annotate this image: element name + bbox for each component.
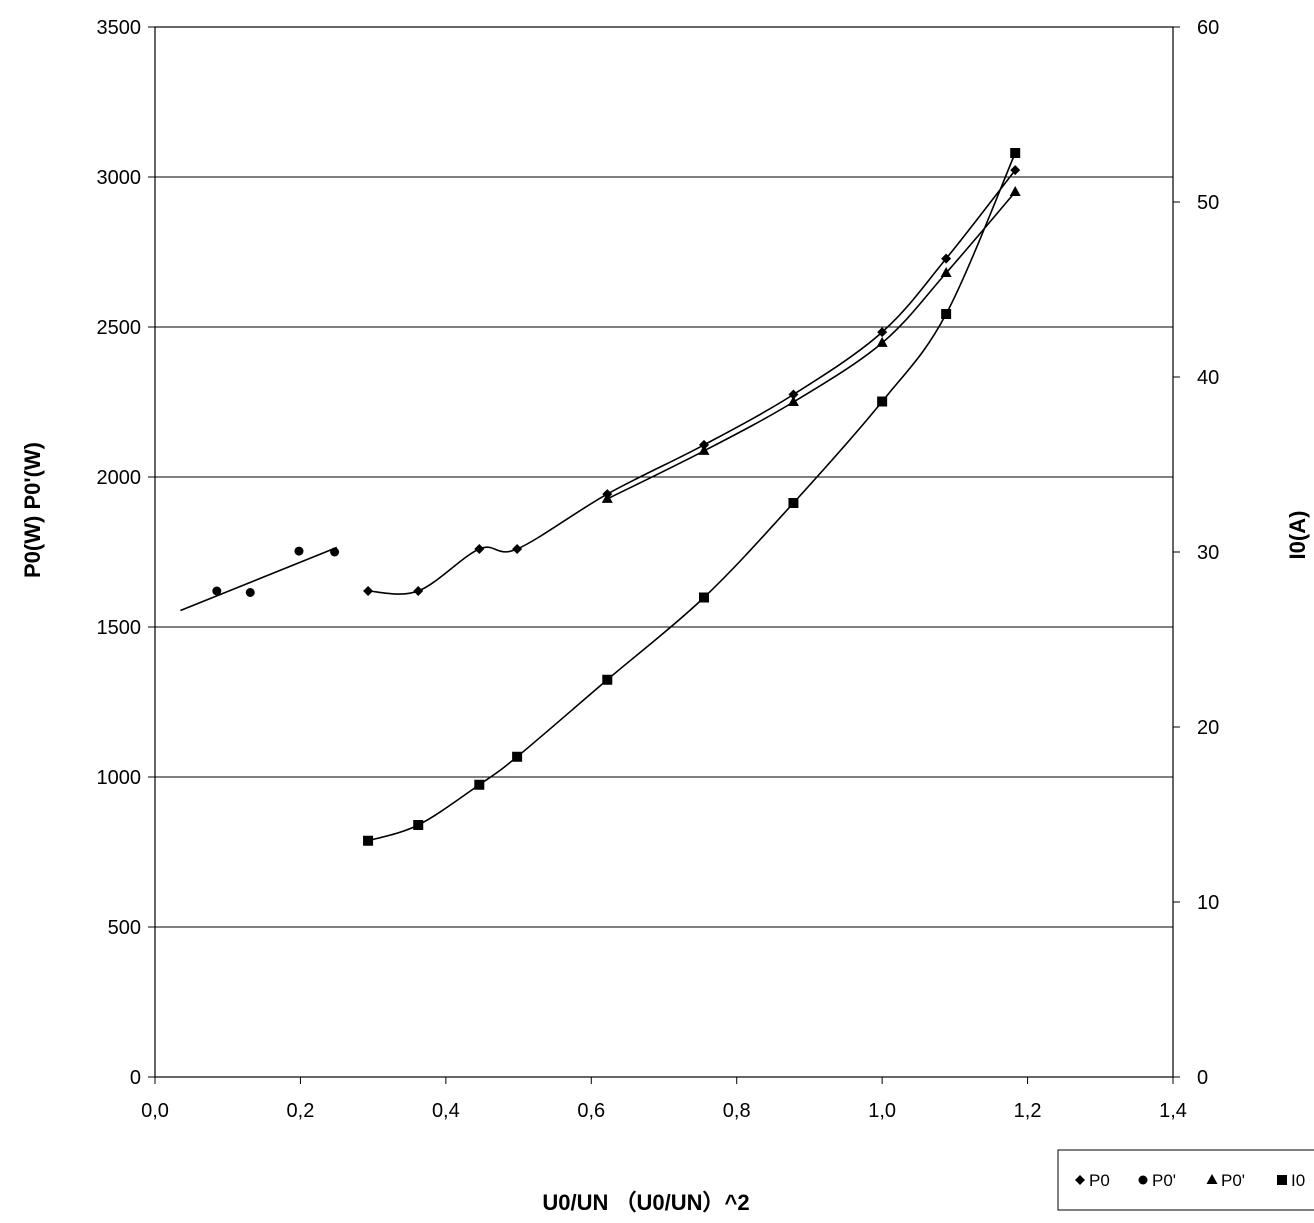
point-square (363, 835, 374, 846)
point-circle (212, 586, 222, 596)
point-diamond (877, 327, 888, 338)
x-tick-label: 0,0 (141, 1100, 169, 1122)
point-diamond (474, 544, 485, 554)
legend-marker-circle (1138, 1175, 1148, 1185)
tick-labels: 0 500 1000 1500 2000 2500 3000 3500 0 10 20 30 40 50 6… (97, 17, 1220, 1122)
y-tick-label: 1500 (97, 617, 142, 639)
point-diamond (1010, 165, 1021, 176)
legend-label: P0 (1089, 1171, 1110, 1190)
point-triangle (1009, 186, 1021, 196)
y-tick-label: 0 (130, 1067, 141, 1089)
y2-tick-label: 0 (1197, 1067, 1208, 1089)
legend-label: I0 (1291, 1171, 1305, 1190)
point-circle (245, 588, 255, 597)
point-square (602, 674, 613, 685)
point-square (698, 592, 709, 603)
y-tick-label: 1000 (97, 767, 142, 789)
point-triangle (698, 444, 710, 455)
y2-tick-label: 20 (1197, 717, 1219, 739)
legend: P0 P0' P0' I0 (1057, 1149, 1314, 1211)
point-triangle (940, 267, 952, 277)
x-tick-label: 0,8 (723, 1100, 751, 1122)
point-diamond (788, 389, 799, 400)
point-square (474, 779, 485, 790)
point-diamond (941, 253, 952, 264)
point-square (877, 396, 888, 407)
legend-marker-square (1277, 1175, 1287, 1185)
point-triangle (876, 336, 888, 347)
gridlines (155, 176, 1173, 928)
legend-marker-triangle (1206, 1174, 1218, 1184)
point-square (512, 751, 523, 762)
y2-tick-label: 60 (1197, 17, 1219, 39)
point-triangle (601, 492, 613, 503)
point-diamond (512, 544, 523, 554)
point-square (941, 309, 952, 319)
x-tick-label: 1,2 (1014, 1100, 1042, 1122)
point-square (413, 820, 424, 830)
point-square (1010, 148, 1021, 158)
point-circle (294, 546, 304, 556)
legend-marker-diamond (1075, 1175, 1085, 1185)
point-circle (330, 547, 340, 557)
y2-tick-label: 40 (1197, 367, 1219, 389)
y-tick-label: 2500 (97, 317, 142, 339)
y2-axis-title: I0(A) (1285, 511, 1310, 560)
legend-label: P0' (1221, 1171, 1245, 1190)
legend-box (1057, 1149, 1314, 1211)
point-square (788, 498, 799, 508)
x-tick-label: 1,4 (1159, 1100, 1187, 1122)
x-tick-label: 0,2 (287, 1100, 315, 1122)
x-axis-title: U0/UN （U0/UN）^2 (542, 1190, 749, 1215)
point-triangle (787, 396, 799, 406)
point-diamond (363, 586, 374, 596)
y-axis-title: P0(W) P0'(W) (20, 442, 45, 578)
y2-tick-label: 30 (1197, 542, 1219, 564)
x-tick-label: 1,0 (868, 1100, 896, 1122)
curve-triangle (606, 191, 1016, 500)
y2-tick-label: 10 (1197, 892, 1219, 914)
x-tick-label: 0,6 (577, 1100, 605, 1122)
x-tick-label: 0,4 (432, 1100, 460, 1122)
data-markers (212, 148, 1021, 846)
curve-diamond (368, 169, 1016, 595)
fit-curves (180, 152, 1016, 842)
plot-area-frame (154, 26, 1174, 1078)
y2-tick-label: 50 (1197, 192, 1219, 214)
legend-label: P0' (1152, 1171, 1176, 1190)
y-tick-label: 2000 (97, 467, 142, 489)
y-tick-label: 3000 (97, 167, 142, 189)
curve-square (367, 152, 1016, 842)
y-tick-label: 500 (108, 917, 141, 939)
trendline-p0prime-low (180, 546, 338, 612)
y-tick-label: 3500 (97, 17, 142, 39)
point-diamond (413, 586, 424, 596)
